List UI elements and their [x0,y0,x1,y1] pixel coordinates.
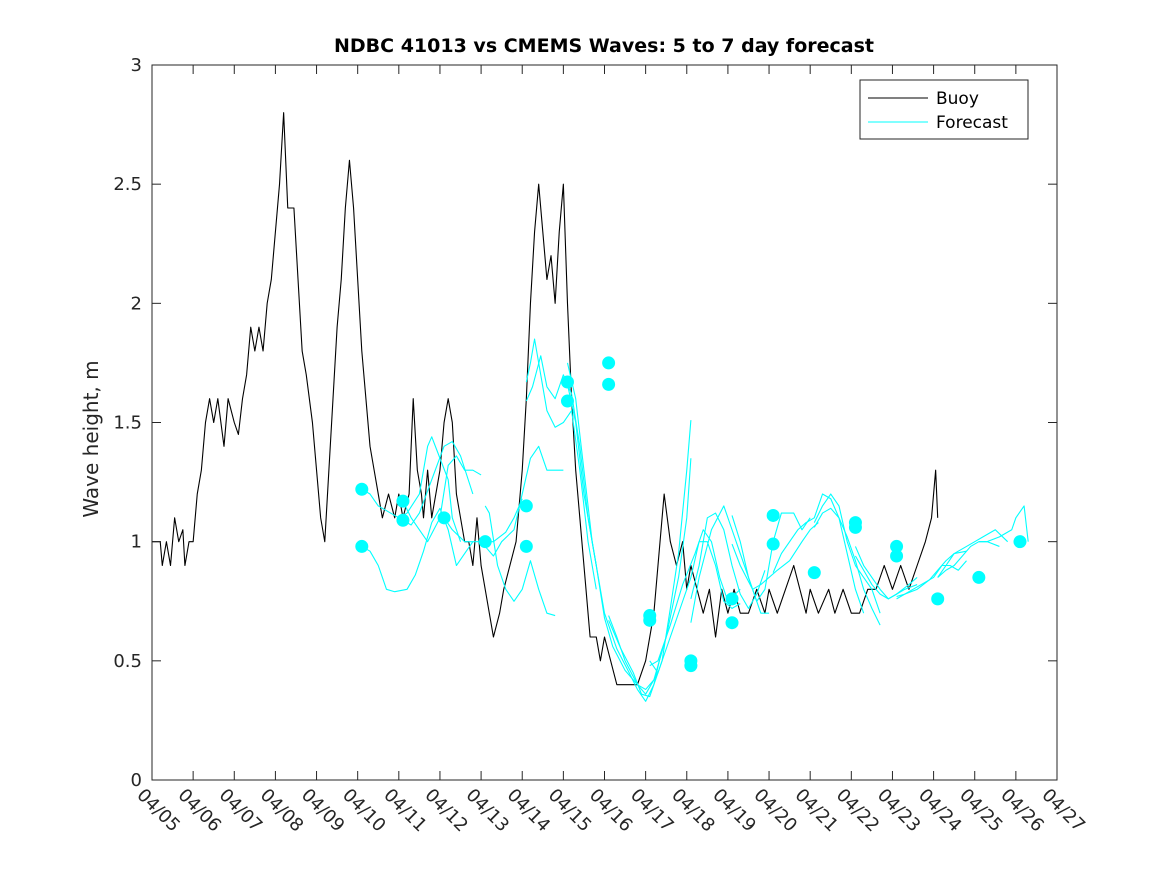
forecast-series-line [608,420,692,698]
forecast-series-line [690,505,770,623]
y-axis-label: Wave height, m [79,360,103,517]
forecast-start-marker [725,592,739,606]
forecast-start-marker [519,499,533,513]
x-tick-label: 04/05 [132,785,184,837]
x-tick-label: 04/27 [1037,785,1089,837]
x-tick-label: 04/22 [832,785,884,837]
forecast-series-line [402,441,474,526]
legend-box [859,79,1029,140]
forecast-start-marker [355,539,369,553]
forecast-series-line [854,546,918,600]
y-tick-label: 3 [131,55,142,76]
forecast-start-marker [602,377,616,391]
forecast-series-line [608,458,692,690]
forecast-start-marker [519,539,533,553]
x-tick-label: 04/18 [667,785,719,837]
buoy-series-line [152,112,939,686]
x-tick-label: 04/26 [996,785,1048,837]
forecast-series-line [361,507,474,593]
x-axis-ticks: 04/0504/0604/0704/0804/0904/1004/1104/12… [132,65,1089,836]
forecast-series-line [361,436,462,542]
x-tick-label: 04/14 [503,785,555,837]
x-tick-label: 04/19 [708,785,760,837]
x-tick-label: 04/08 [256,785,308,837]
forecast-start-marker [890,549,904,563]
y-tick-label: 2 [131,293,142,314]
x-tick-label: 04/17 [626,785,678,837]
x-tick-label: 04/11 [379,785,431,837]
forecast-series-line [525,338,597,590]
forecast-start-marker [560,375,574,389]
forecast-start-marker [766,537,780,551]
forecast-series-line [813,493,881,614]
forecast-series-line [690,512,766,609]
x-tick-label: 04/24 [914,785,966,837]
x-tick-label: 04/15 [544,785,596,837]
x-tick-label: 04/09 [297,785,349,837]
x-tick-label: 04/07 [215,785,267,837]
forecast-start-marker [602,356,616,370]
forecast-start-marker [807,566,821,580]
forecast-start-marker [725,616,739,630]
x-tick-label: 04/10 [338,785,390,837]
forecast-series-line [731,522,819,590]
forecast-series-line [649,529,741,667]
forecast-series-line [525,355,597,566]
forecast-start-marker [478,535,492,549]
x-tick-label: 04/16 [585,785,637,837]
forecast-series-line [854,555,918,600]
forecast-series-line [443,498,523,543]
forecast-series-line [896,550,967,598]
forecast-series-line [937,529,1009,578]
chart-title: NDBC 41013 vs CMEMS Waves: 5 to 7 day fo… [334,35,874,57]
forecast-series-line [402,455,482,543]
x-tick-label: 04/12 [420,785,472,837]
forecast-start-marker [396,494,410,508]
legend-forecast-label: Forecast [936,113,1008,133]
legend: Buoy Forecast [859,79,1029,140]
forecast-start-marker [355,482,369,496]
forecast-start-marker [890,539,904,553]
y-tick-label: 0.5 [113,651,142,672]
forecast-series-line [978,505,1029,543]
forecast-start-marker [972,570,986,584]
forecast-start-marker [643,613,657,627]
forecast-start-marker [684,659,698,673]
forecast-series-line [566,384,659,695]
y-tick-label: 1.5 [113,413,142,434]
forecast-start-marker [931,592,945,606]
forecast-start-marker [766,508,780,522]
x-tick-label: 04/23 [873,785,925,837]
forecast-start-marker [437,511,451,525]
legend-buoy-label: Buoy [936,89,979,109]
x-tick-label: 04/13 [462,785,514,837]
y-tick-label: 0 [131,770,142,791]
forecast-start-marker [848,520,862,534]
forecast-series-line [484,505,556,617]
axes-box [151,64,1058,781]
forecast-start-marker [560,394,574,408]
x-tick-label: 04/25 [955,785,1007,837]
forecast-start-markers [355,356,1027,673]
x-tick-label: 04/06 [174,785,226,837]
forecast-series-line [484,445,564,557]
x-tick-label: 04/20 [750,785,802,837]
forecast-start-marker [396,513,410,527]
y-tick-label: 2.5 [113,174,142,195]
forecast-series-line [731,512,811,602]
y-axis-ticks: 0 0.5 1 1.5 2 2.5 3 [113,55,1057,791]
plot-lines [152,112,1029,702]
forecast-series-line [813,507,881,626]
y-tick-label: 1 [131,532,142,553]
forecast-series-line [772,493,865,614]
forecast-start-marker [1013,535,1027,549]
x-tick-label: 04/21 [791,785,843,837]
